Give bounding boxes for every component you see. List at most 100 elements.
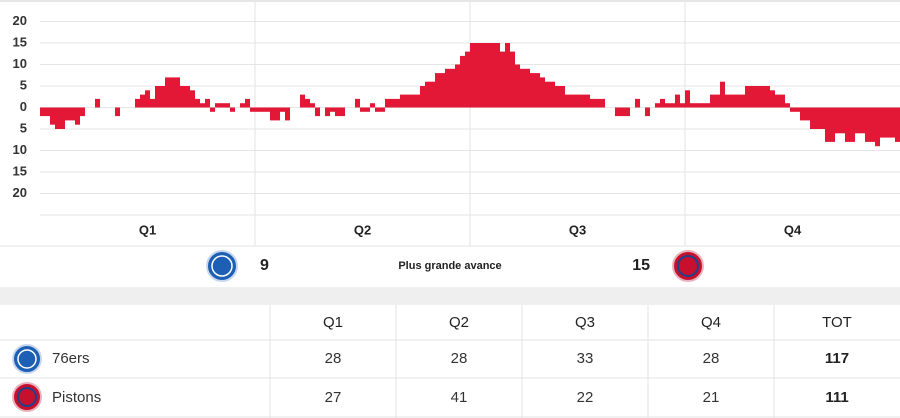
lead-bar [860, 107, 865, 134]
lead-bar [315, 107, 320, 117]
lead-bar [560, 86, 565, 108]
lead-bar [305, 98, 310, 108]
lead-bar [780, 94, 785, 108]
lead-bar [150, 98, 155, 108]
lead-bar [275, 107, 280, 121]
lead-bar [50, 107, 55, 125]
lead-bar [820, 107, 825, 129]
lead-bar [580, 94, 585, 108]
lead-bar [405, 94, 410, 108]
score: 27 [325, 389, 342, 406]
lead-bar [770, 90, 775, 108]
lead-bar [725, 94, 730, 108]
lead-bar [410, 94, 415, 108]
lead-bar [890, 107, 895, 138]
lead-bar [870, 107, 875, 142]
lead-bar [60, 107, 65, 129]
lead-bar [65, 107, 70, 121]
lead-bar [735, 94, 740, 108]
lead-bar [570, 94, 575, 108]
lead-bar [705, 103, 710, 108]
period-label: Q3 [569, 222, 586, 237]
lead-value: 9 [260, 257, 269, 274]
lead-bar [360, 107, 365, 112]
lead-bar [440, 73, 445, 108]
lead-bar [750, 86, 755, 108]
lead-bar [850, 107, 855, 142]
lead-bar [45, 107, 50, 117]
y-tick-label: 15 [13, 163, 27, 178]
lead-bar [425, 81, 430, 108]
spacer [0, 287, 900, 305]
lead-bar [185, 86, 190, 108]
score: 111 [825, 389, 848, 406]
lead-bar [390, 98, 395, 108]
lead-bar [490, 43, 495, 108]
lead-bar [620, 107, 625, 117]
lead-bar [470, 43, 475, 108]
lead-bar [575, 94, 580, 108]
lead-value: 15 [632, 257, 650, 274]
lead-bar [420, 86, 425, 108]
lead-bar [145, 90, 150, 108]
lead-bar [460, 55, 465, 108]
lead-bar [175, 77, 180, 108]
lead-bar [200, 103, 205, 108]
lead-bar [300, 94, 305, 108]
column-header: Q4 [701, 314, 721, 331]
lead-bar [220, 103, 225, 108]
lead-bar [600, 98, 605, 108]
score: 22 [577, 389, 594, 406]
lead-bar [740, 94, 745, 108]
logo-pistons [672, 250, 704, 282]
lead-bar [765, 86, 770, 108]
lead-bar [450, 68, 455, 108]
lead-bar [135, 98, 140, 108]
lead-bar [720, 81, 725, 108]
lead-bar [325, 107, 330, 117]
lead-bar [40, 107, 45, 117]
lead-bar [875, 107, 880, 147]
lead-bar [310, 103, 315, 108]
lead-bar [505, 43, 510, 108]
lead-bar [155, 86, 160, 108]
y-tick-label: 10 [13, 56, 27, 71]
lead-bar [800, 107, 805, 121]
lead-bar [515, 64, 520, 108]
lead-bar [435, 73, 440, 108]
lead-bar [395, 98, 400, 108]
score: 28 [451, 350, 468, 367]
lead-bar [475, 43, 480, 108]
lead-bar [260, 107, 265, 112]
lead-bar [230, 107, 235, 112]
lead-bar [335, 107, 340, 117]
lead-bar [830, 107, 835, 142]
lead-bar [245, 98, 250, 108]
lead-bar [70, 107, 75, 121]
lead-bar [165, 77, 170, 108]
lead-label: Plus grande avance [398, 260, 501, 272]
lead-bar [485, 43, 490, 108]
lead-bar [840, 107, 845, 134]
lead-bar [500, 51, 505, 108]
logo-76ers [12, 344, 42, 374]
team-name: 76ers [52, 350, 90, 367]
column-header: Q3 [575, 314, 595, 331]
lead-bar [140, 94, 145, 108]
lead-bar [645, 107, 650, 117]
score: 33 [577, 350, 594, 367]
y-tick-label: 20 [13, 185, 27, 200]
lead-bar [675, 94, 680, 108]
lead-bar [225, 103, 230, 108]
lead-bar [855, 107, 860, 134]
lead-bar [530, 73, 535, 108]
score: 28 [325, 350, 342, 367]
score: 117 [825, 350, 849, 367]
table-grid [0, 305, 900, 418]
lead-bar [370, 103, 375, 108]
y-tick-label: 15 [13, 34, 27, 49]
lead-bar [545, 81, 550, 108]
lead-bar [585, 94, 590, 108]
lead-bar [520, 68, 525, 108]
lead-bar [250, 107, 255, 112]
